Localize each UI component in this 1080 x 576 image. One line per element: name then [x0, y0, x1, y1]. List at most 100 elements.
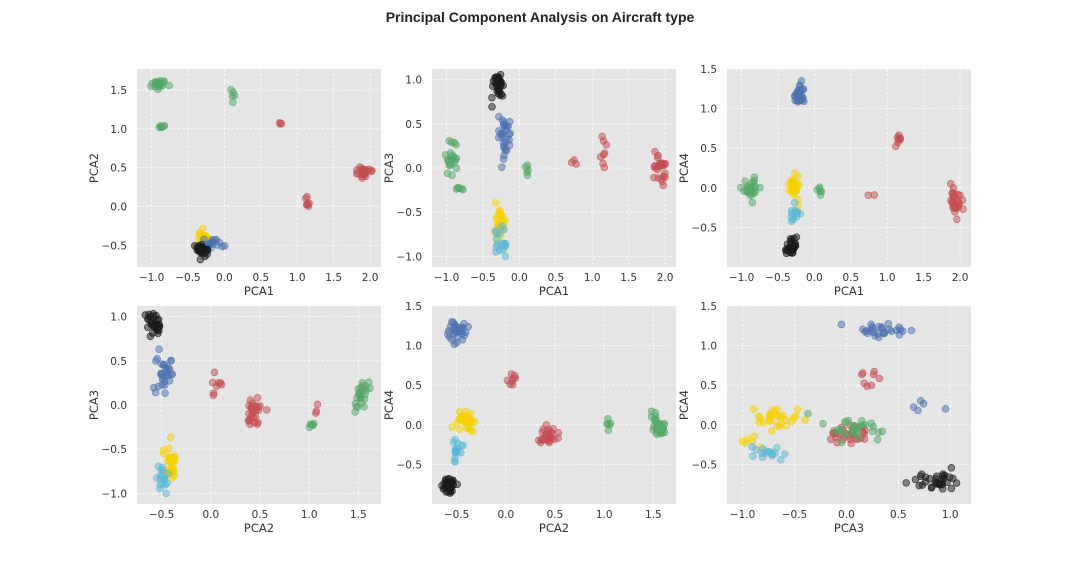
plot-background [727, 69, 971, 267]
data-point [773, 405, 782, 413]
data-point [495, 113, 503, 121]
y-tick-label: 0.0 [405, 163, 422, 175]
data-point [460, 320, 468, 328]
data-point [312, 407, 321, 416]
data-point [469, 428, 477, 436]
data-point [860, 379, 868, 387]
data-point [253, 420, 262, 428]
x-tick-label: −1.0 [729, 272, 755, 284]
data-point [445, 484, 453, 492]
data-point [870, 191, 879, 199]
data-point [748, 443, 756, 451]
y-axis-label: PCA4 [677, 390, 691, 420]
data-point [495, 207, 504, 216]
x-tick-label: 2.0 [657, 272, 674, 284]
x-tick-label: 0.5 [252, 509, 269, 521]
data-point [313, 400, 322, 409]
data-point [446, 322, 455, 331]
data-point [358, 378, 366, 387]
data-point [460, 331, 469, 340]
y-axis-label: PCA3 [87, 390, 101, 420]
data-point [827, 435, 835, 444]
data-point [767, 411, 775, 419]
x-tick-label: 0.5 [547, 509, 564, 521]
data-point [863, 329, 872, 338]
data-point [746, 186, 755, 195]
data-point [921, 478, 930, 486]
data-point [767, 427, 776, 435]
data-point [959, 205, 967, 213]
data-point [748, 198, 757, 207]
data-point [605, 421, 614, 429]
data-point [907, 326, 916, 335]
x-tick-label: 1.5 [620, 272, 637, 284]
x-tick-label: −1.0 [730, 509, 756, 521]
data-point [947, 484, 956, 493]
data-point [493, 87, 501, 95]
data-point [849, 424, 857, 432]
data-point [196, 244, 204, 253]
y-tick-label: 1.5 [700, 301, 717, 313]
data-point [819, 419, 827, 428]
data-point [902, 479, 910, 487]
x-tick-label: 0.0 [497, 509, 514, 521]
data-point [154, 382, 163, 391]
data-point [773, 443, 781, 452]
data-point [749, 405, 758, 413]
data-point [446, 149, 455, 157]
y-tick-label: −0.5 [692, 222, 718, 234]
y-tick-label: 0.0 [110, 201, 127, 213]
data-point [453, 419, 462, 427]
data-point [790, 199, 799, 207]
x-tick-label: 0.0 [838, 509, 855, 521]
y-tick-label: 0.5 [700, 143, 717, 155]
data-point [488, 103, 496, 111]
data-point [834, 425, 843, 434]
x-tick-label: −0.5 [149, 509, 175, 521]
x-tick-label: 0.5 [547, 272, 564, 284]
x-tick-label: 1.5 [350, 509, 367, 521]
y-tick-label: 0.5 [700, 380, 717, 392]
data-point [230, 91, 239, 100]
data-point [500, 144, 509, 152]
data-point [859, 369, 867, 377]
y-tick-label: 0.0 [700, 183, 717, 195]
data-point [797, 77, 806, 85]
data-point [837, 438, 846, 447]
data-point [945, 473, 954, 481]
y-tick-label: 0.5 [405, 380, 422, 392]
data-point [229, 98, 237, 107]
data-point [494, 74, 502, 83]
data-point [505, 136, 513, 144]
data-point [652, 164, 660, 172]
data-point [600, 149, 609, 157]
y-tick-label: 1.0 [700, 104, 717, 116]
x-tick-label: −0.5 [444, 509, 470, 521]
data-point [774, 412, 782, 420]
data-point [932, 474, 940, 483]
data-point [164, 469, 173, 478]
points-layer [438, 318, 669, 497]
data-point [276, 118, 284, 127]
data-point [789, 414, 798, 422]
data-point [248, 399, 257, 407]
points-layer [141, 309, 374, 498]
data-point [947, 464, 956, 472]
data-point [155, 345, 163, 354]
points-layer [736, 77, 967, 258]
data-point [790, 209, 798, 217]
data-point [447, 160, 456, 168]
data-point [766, 417, 774, 425]
data-point [741, 177, 749, 185]
x-tick-label: 1.0 [942, 509, 959, 521]
data-point [464, 417, 473, 425]
data-point [451, 449, 460, 457]
x-axis-label: PCA1 [244, 284, 274, 298]
data-point [763, 447, 772, 456]
x-tick-label: 0.5 [842, 272, 859, 284]
data-point [554, 434, 562, 442]
data-point [749, 452, 757, 461]
data-point [657, 159, 665, 168]
data-point [549, 424, 557, 433]
